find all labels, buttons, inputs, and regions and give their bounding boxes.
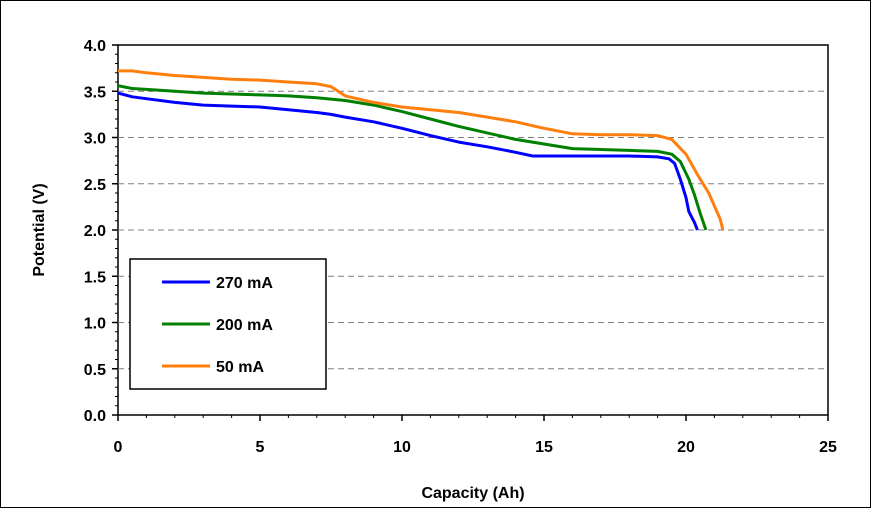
y-tick-label: 0.5 <box>84 362 106 379</box>
x-tick-label: 0 <box>114 439 123 456</box>
x-axis-title: Capacity (Ah) <box>421 485 524 502</box>
legend-label-2: 200 mA <box>216 317 273 334</box>
legend-label-3: 50 mA <box>216 359 264 376</box>
y-tick-label: 3.5 <box>84 84 106 101</box>
y-axis-title: Potential (V) <box>31 183 48 276</box>
x-tick-label: 25 <box>819 439 837 456</box>
legend: 270 mA 200 mA 50 mA <box>129 258 327 390</box>
y-tick-label: 4.0 <box>84 38 106 55</box>
legend-label-1: 270 mA <box>216 275 273 292</box>
tick-layer: 0.0 0.5 1.0 1.5 2.0 2.5 3.0 3.5 4.0 0 5 10 15 20 25 <box>84 38 837 456</box>
x-tick-label: 15 <box>535 439 553 456</box>
series-line-3 <box>118 69 725 231</box>
x-tick-label: 5 <box>256 439 265 456</box>
y-tick-label: 1.0 <box>84 316 106 333</box>
y-tick-label: 3.0 <box>84 131 106 148</box>
series-layer <box>117 69 725 231</box>
series-line-1 <box>117 91 699 231</box>
y-tick-label: 1.5 <box>84 269 106 286</box>
y-tick-label: 0.0 <box>84 408 106 425</box>
grid-layer <box>118 90 828 370</box>
x-tick-label: 20 <box>677 439 695 456</box>
series-line-2 <box>117 84 708 231</box>
y-tick-label: 2.5 <box>84 177 106 194</box>
y-tick-label: 2.0 <box>84 223 106 240</box>
x-tick-label: 10 <box>393 439 411 456</box>
